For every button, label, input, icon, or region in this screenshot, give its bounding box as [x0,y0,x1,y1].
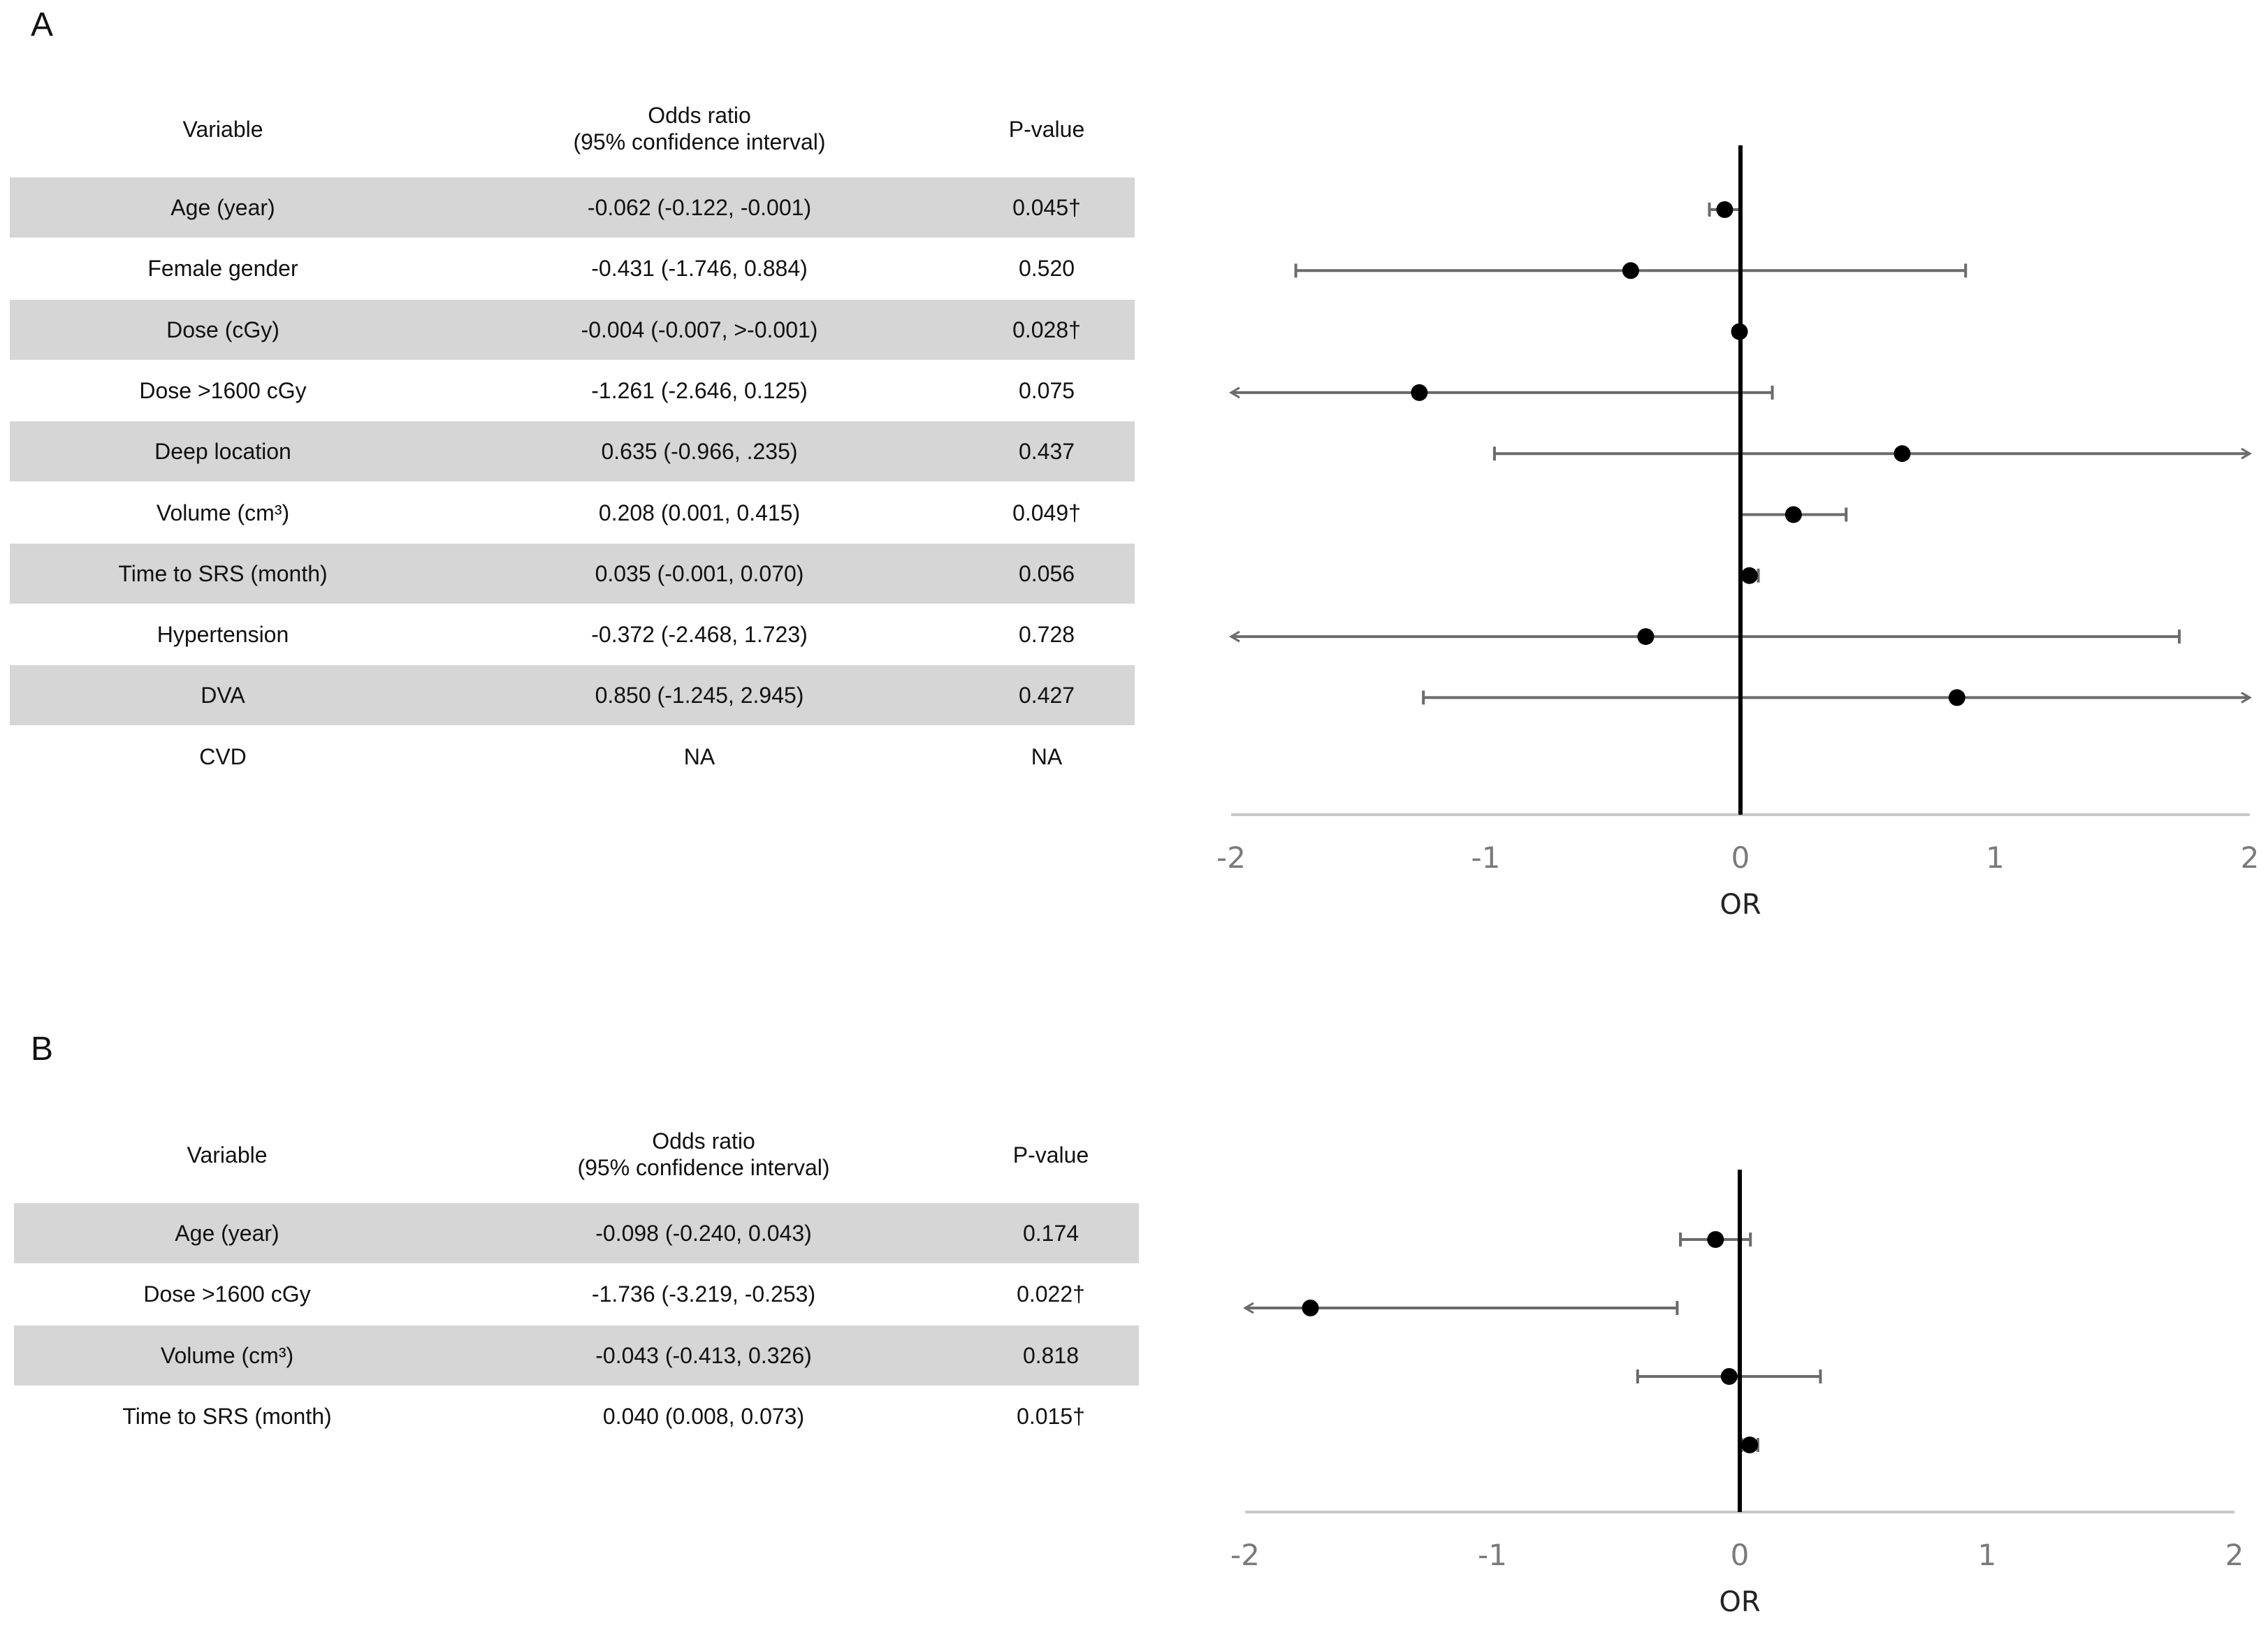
cell-variable: Female gender [147,256,298,282]
x-tick-label: -1 [1471,841,1501,875]
cell-p-value: 0.427 [1018,683,1075,708]
x-tick-label: 2 [2225,1538,2244,1572]
header-odds-ratio: Odds ratio [652,1128,755,1154]
cell-variable: Dose >1600 cGy [143,1281,311,1307]
cell-odds-ratio: -0.004 (-0.007, >-0.001) [581,317,818,342]
cell-p-value: 0.045† [1012,195,1081,220]
table-header: Variable Odds ratio (95% confidence inte… [14,1124,1139,1186]
cell-odds-ratio: 0.850 (-1.245, 2.945) [595,683,804,708]
table-row: Dose >1600 cGy -1.261 (-2.646, 0.125) 0.07… [10,361,1135,421]
or-point [1302,1300,1319,1316]
cell-p-value: 0.028† [1012,317,1081,342]
table-row: Age (year) -0.062 (-0.122, -0.001) 0.045† [10,177,1135,238]
x-tick-label: 1 [1986,841,2005,875]
cell-p-value: 0.520 [1018,256,1075,282]
cell-p-value: 0.437 [1018,439,1075,465]
cell-odds-ratio: -0.098 (-0.240, 0.043) [595,1221,812,1246]
or-point [1411,384,1428,401]
or-point [1622,262,1639,279]
cell-odds-ratio: -1.736 (-3.219, -0.253) [591,1281,816,1307]
or-point [1948,689,1965,706]
cell-odds-ratio: 0.635 (-0.966, .235) [601,439,798,465]
or-point [1707,1231,1724,1248]
x-tick-label: 2 [2241,841,2260,875]
header-p-value: P-value [1012,1142,1089,1168]
x-axis-label: OR [1720,889,1761,921]
table-row: Age (year) -0.098 (-0.240, 0.043) 0.174 [14,1203,1139,1263]
or-point [1893,445,1911,463]
header-variable: Variable [187,1142,268,1168]
cell-variable: Volume (cm³) [160,1342,294,1368]
x-tick-label: 0 [1731,841,1750,875]
forest-plot-b: -2 -1 0 1 2 OR [1230,1170,2244,1618]
header-odds-ratio: Odds ratio [648,103,751,128]
cell-odds-ratio: 0.208 (0.001, 0.415) [598,500,801,525]
or-point [1741,1437,1759,1453]
cell-odds-ratio: -0.043 (-0.413, 0.326) [595,1342,812,1368]
table-row: Time to SRS (month) 0.035 (-0.001, 0.070)… [10,543,1135,604]
panel-label-a: A [31,6,54,43]
table-row: Volume (cm³) 0.208 (0.001, 0.415) 0.049† [10,483,1135,543]
cell-p-value: 0.728 [1018,622,1075,648]
ci-arrow-left [1243,1302,1254,1314]
or-point [1784,506,1802,523]
x-tick-label: -2 [1216,841,1246,875]
cell-odds-ratio: -0.062 (-0.122, -0.001) [587,195,812,220]
cell-variable: Time to SRS (month) [122,1403,332,1429]
cell-variable: Time to SRS (month) [118,560,328,586]
x-tick-label: -2 [1230,1538,1260,1572]
or-point [1720,1368,1738,1385]
x-tick-label: 0 [1731,1538,1750,1572]
cell-variable: Dose >1600 cGy [139,377,307,403]
cell-p-value: 0.075 [1018,377,1075,403]
table-row: CVD NA NA [10,727,1135,787]
cell-variable: Dose (cGy) [166,317,279,342]
table-row: Volume (cm³) -0.043 (-0.413, 0.326) 0.818 [14,1325,1139,1386]
x-tick-label: 1 [1978,1538,1997,1572]
cell-variable: DVA [201,683,245,708]
table-row: Female gender -0.431 (-1.746, 0.884) 0.520 [10,238,1135,298]
cell-variable: Deep location [154,439,291,465]
table-row: Time to SRS (month) 0.040 (0.008, 0.073) 0… [14,1386,1139,1446]
header-ci: (95% confidence interval) [577,1155,830,1180]
ci-arrow-left [1229,386,1240,399]
cell-odds-ratio: NA [683,743,715,769]
header-ci: (95% confidence interval) [573,129,826,154]
ci-arrow-right [2241,447,2252,460]
or-point [1740,567,1758,584]
cell-variable: CVD [199,743,247,769]
or-point [1716,201,1733,218]
cell-p-value: 0.818 [1022,1342,1080,1368]
cell-p-value: 0.022† [1017,1281,1085,1307]
panel-label-b: B [31,1031,54,1068]
table-header: Variable Odds ratio (95% confidence inte… [10,98,1135,161]
table-row: DVA 0.850 (-1.245, 2.945) 0.427 [10,665,1135,726]
cell-variable: Age (year) [170,195,275,220]
ci-arrow-left [1229,630,1240,643]
cell-odds-ratio: -0.372 (-2.468, 1.723) [591,622,808,648]
table-row: Hypertension -0.372 (-2.468, 1.723) 0.728 [10,604,1135,664]
x-tick-label: -1 [1478,1538,1507,1572]
cell-p-value: 0.015† [1017,1403,1085,1429]
cell-variable: Age (year) [175,1221,279,1246]
cell-p-value: NA [1031,743,1063,769]
table-row: Dose >1600 cGy -1.736 (-3.219, -0.253) 0.0… [14,1264,1139,1324]
table-row: Deep location 0.635 (-0.966, .235) 0.437 [10,421,1135,482]
forest-plot-a: -2 -1 0 1 2 OR [1216,145,2260,921]
or-point [1637,628,1655,646]
ci-arrow-right [2241,692,2252,704]
cell-odds-ratio: -0.431 (-1.746, 0.884) [591,256,808,282]
x-axis-label: OR [1719,1586,1760,1618]
cell-odds-ratio: -1.261 (-2.646, 0.125) [591,377,808,403]
cell-p-value: 0.049† [1012,500,1081,525]
cell-odds-ratio: 0.035 (-0.001, 0.070) [595,560,804,586]
cell-p-value: 0.056 [1018,560,1075,586]
header-variable: Variable [182,117,263,142]
cell-variable: Volume (cm³) [156,500,290,525]
header-p-value: P-value [1008,117,1085,142]
cell-p-value: 0.174 [1022,1221,1080,1246]
cell-variable: Hypertension [157,622,289,648]
table-row: Dose (cGy) -0.004 (-0.007, >-0.001) 0.028† [10,299,1135,360]
cell-odds-ratio: 0.040 (0.008, 0.073) [602,1403,805,1429]
